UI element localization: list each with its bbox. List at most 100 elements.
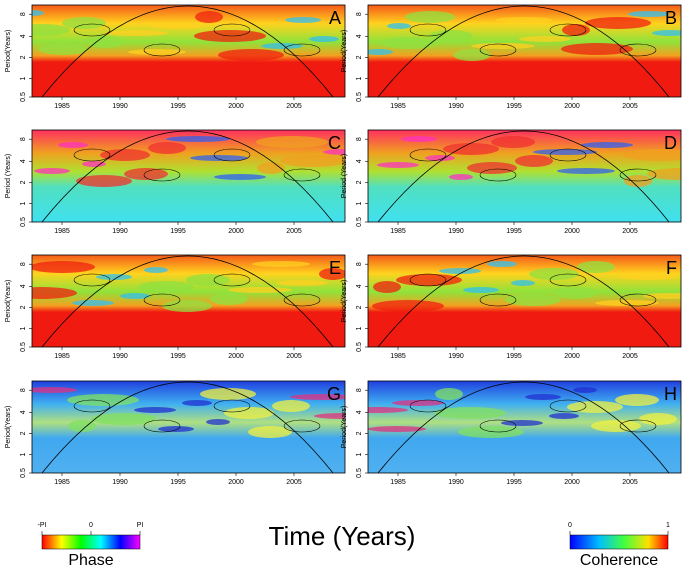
blob bbox=[519, 36, 571, 42]
y-axis-label: Period(Years) bbox=[341, 406, 348, 449]
contour bbox=[143, 293, 181, 307]
blob bbox=[487, 261, 517, 267]
y-tick-label: 8 bbox=[356, 388, 363, 392]
x-tick-label: 1995 bbox=[506, 228, 522, 235]
blob bbox=[228, 287, 292, 293]
blob bbox=[562, 24, 590, 36]
x-title: Time (Years) bbox=[269, 521, 416, 551]
blob bbox=[285, 17, 321, 23]
legend-tick-label: PI bbox=[137, 522, 144, 529]
x-tick-label: 1995 bbox=[170, 103, 186, 110]
x-tick-label: 2000 bbox=[564, 479, 580, 486]
blob bbox=[372, 300, 444, 312]
heatmap bbox=[368, 130, 681, 222]
x-tick-label: 1985 bbox=[54, 103, 70, 110]
blob bbox=[368, 426, 426, 432]
blob bbox=[619, 274, 677, 280]
panel-label: B bbox=[665, 8, 677, 28]
x-tick-label: 1985 bbox=[390, 353, 406, 360]
y-axis-label: Period (Years) bbox=[5, 154, 12, 199]
x-tick-label: 2000 bbox=[228, 479, 244, 486]
contour bbox=[619, 168, 657, 182]
y-tick-label: 4 bbox=[20, 410, 27, 414]
blob bbox=[82, 161, 106, 167]
contour bbox=[619, 293, 657, 307]
blob bbox=[261, 43, 303, 49]
blob bbox=[529, 268, 579, 280]
x-tick-label: 2005 bbox=[622, 228, 638, 235]
panel-label: D bbox=[664, 133, 677, 153]
blob bbox=[162, 300, 212, 312]
heatmap bbox=[32, 5, 345, 97]
x-tick-label: 2000 bbox=[564, 103, 580, 110]
blob bbox=[439, 268, 481, 274]
x-tick-label: 1995 bbox=[170, 228, 186, 235]
blob bbox=[86, 36, 124, 48]
cone bbox=[377, 381, 670, 473]
blob bbox=[76, 175, 132, 187]
x-tick-label: 2005 bbox=[286, 103, 302, 110]
blob bbox=[581, 142, 633, 148]
legend-tick-label: 1 bbox=[666, 522, 670, 529]
blob bbox=[368, 407, 408, 413]
blob bbox=[591, 420, 641, 432]
blob bbox=[72, 300, 114, 306]
blob bbox=[34, 168, 70, 174]
blob bbox=[449, 174, 473, 180]
blob bbox=[200, 388, 256, 400]
blob bbox=[525, 394, 561, 400]
blob bbox=[639, 413, 677, 425]
blob bbox=[425, 155, 455, 161]
blob bbox=[434, 407, 506, 419]
contour bbox=[409, 273, 447, 287]
y-tick-label: 0.5 bbox=[20, 342, 27, 352]
contour bbox=[549, 399, 587, 413]
blob bbox=[628, 11, 670, 17]
y-tick-label: 2 bbox=[20, 180, 27, 184]
blob bbox=[148, 142, 186, 154]
x-tick-label: 1985 bbox=[390, 479, 406, 486]
y-tick-label: 2 bbox=[20, 431, 27, 435]
y-tick-label: 4 bbox=[356, 284, 363, 288]
x-tick-label: 1990 bbox=[448, 103, 464, 110]
blob bbox=[623, 149, 681, 161]
frame bbox=[31, 380, 346, 474]
blob bbox=[206, 419, 230, 425]
blob bbox=[381, 37, 437, 49]
y-tick-label: 4 bbox=[356, 410, 363, 414]
y-tick-label: 2 bbox=[20, 55, 27, 59]
blob bbox=[38, 43, 88, 55]
x-tick-label: 1995 bbox=[170, 479, 186, 486]
blob bbox=[91, 413, 157, 425]
blob bbox=[443, 143, 499, 155]
x-tick-label: 2005 bbox=[286, 479, 302, 486]
x-tick-label: 1985 bbox=[390, 228, 406, 235]
blob bbox=[138, 281, 194, 293]
blob bbox=[577, 261, 615, 273]
x-tick-label: 1990 bbox=[112, 479, 128, 486]
heatmap bbox=[32, 130, 345, 222]
blob bbox=[368, 49, 393, 55]
blob bbox=[453, 49, 491, 61]
blob bbox=[276, 280, 328, 286]
y-tick-label: 2 bbox=[356, 305, 363, 309]
cone bbox=[377, 130, 670, 222]
blob bbox=[272, 400, 310, 412]
contour bbox=[73, 148, 111, 162]
blob bbox=[387, 23, 411, 29]
y-tick-label: 1 bbox=[20, 453, 27, 457]
contour bbox=[283, 43, 321, 57]
contour bbox=[549, 273, 587, 287]
blob bbox=[319, 268, 345, 280]
contour bbox=[479, 168, 517, 182]
blob bbox=[32, 24, 70, 36]
contour bbox=[143, 168, 181, 182]
blob bbox=[373, 281, 401, 293]
contour bbox=[143, 419, 181, 433]
x-tick-label: 1990 bbox=[448, 479, 464, 486]
contour bbox=[409, 399, 447, 413]
heatmap bbox=[32, 255, 345, 347]
blob bbox=[533, 149, 597, 155]
panel-label: E bbox=[329, 258, 341, 278]
